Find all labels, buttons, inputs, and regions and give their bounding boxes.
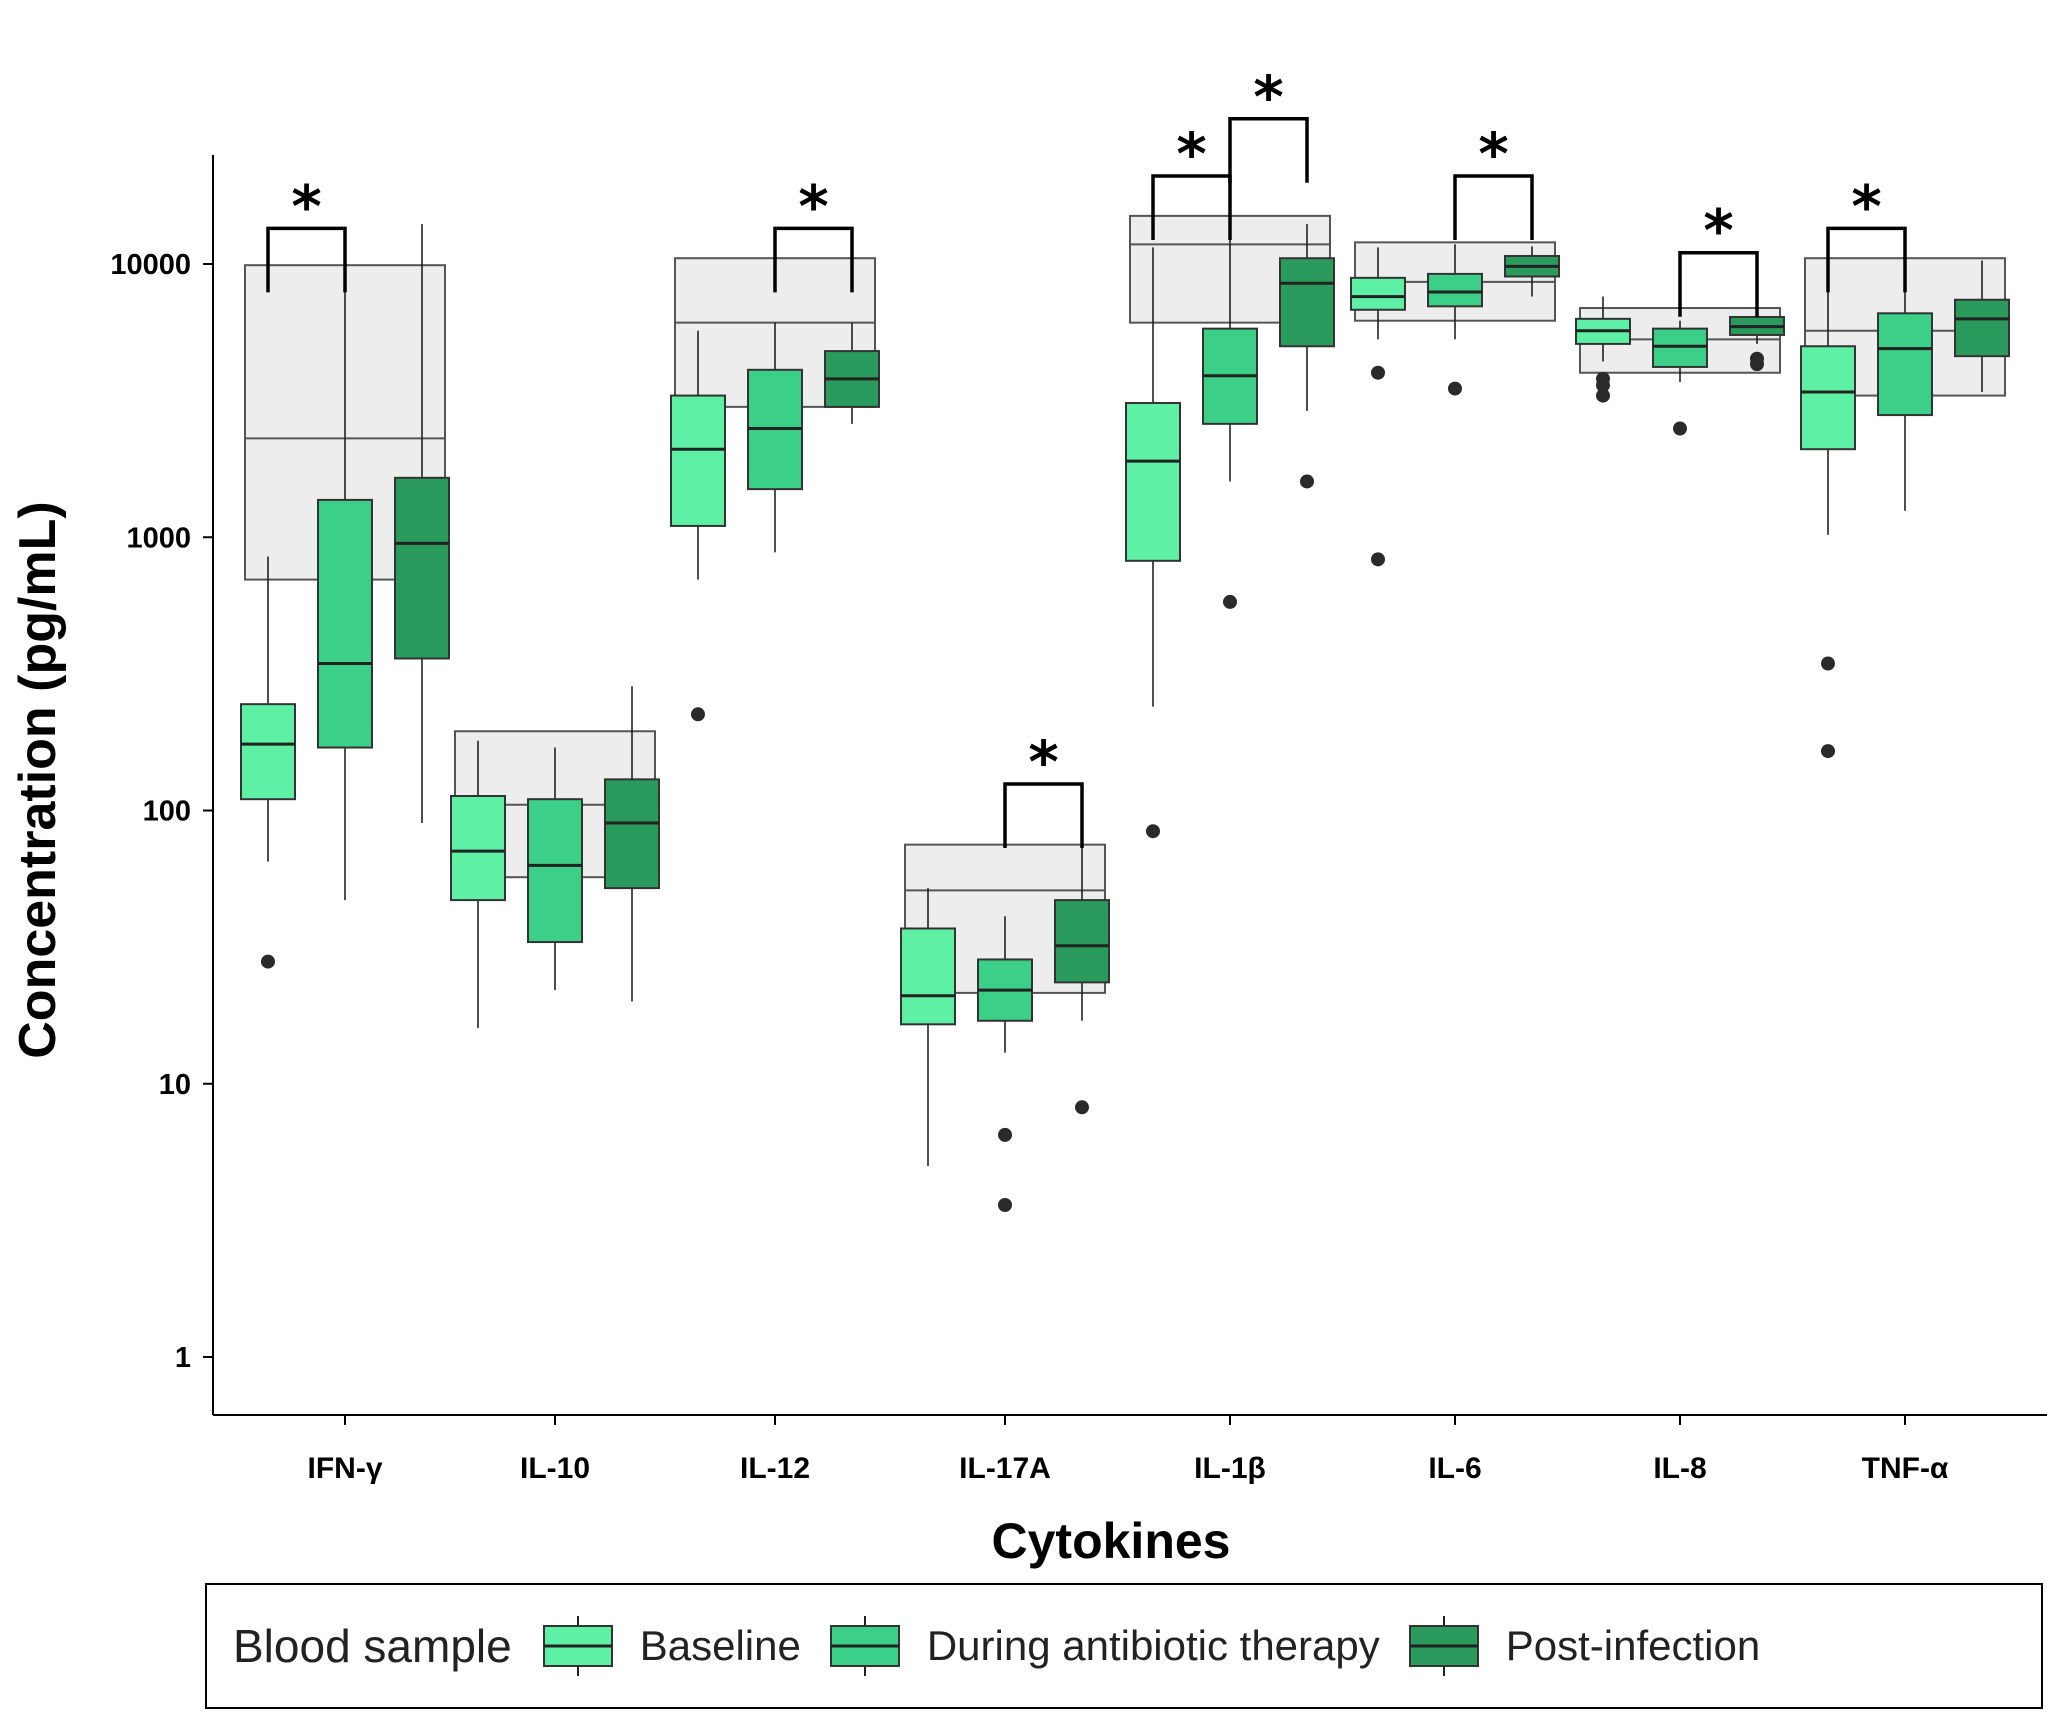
x-axis-title: Cytokines — [992, 1513, 1231, 1569]
legend-key-during-antibiotic-therapy — [829, 1616, 900, 1676]
y-tick-label: 100 — [143, 796, 191, 828]
x-tick-label: IL-8 — [1653, 1452, 1706, 1485]
legend-label-post-infection: Post-infection — [1505, 1622, 1761, 1669]
significance-bracket — [1151, 174, 1232, 240]
outlier-layer — [261, 351, 1835, 1212]
outlier-point — [1750, 357, 1764, 372]
significance-layer: * * * * * * * * — [266, 63, 1907, 849]
significance-marker: * — [1176, 120, 1206, 188]
outlier-point — [261, 954, 275, 969]
legend-key-post-infection — [1408, 1616, 1479, 1676]
box — [1652, 327, 1708, 368]
outlier-point — [1821, 656, 1835, 671]
significance-marker: * — [798, 172, 828, 240]
outlier-point — [1596, 388, 1610, 403]
significance-marker: * — [1703, 197, 1733, 265]
box — [1350, 276, 1406, 311]
boxplot-chart: * * * * * * * * 1 10 100 1000 10000 IFN-γ IL-10 IL-12 I… — [9, 63, 2047, 1569]
outlier-point — [1075, 1100, 1089, 1115]
box — [240, 703, 296, 801]
box — [1427, 272, 1483, 308]
legend-item-during-antibiotic-therapy: During antibiotic therapy — [829, 1616, 1380, 1676]
box — [1800, 345, 1856, 451]
box — [604, 778, 660, 890]
legend-key-baseline — [542, 1616, 613, 1676]
box — [450, 794, 506, 902]
box — [670, 394, 726, 527]
y-tick-label: 1000 — [126, 522, 191, 554]
legend-item-baseline: Baseline — [542, 1616, 801, 1676]
outlier-point — [1146, 824, 1160, 839]
x-tick-label: TNF-α — [1862, 1452, 1949, 1485]
x-tick-label: IL-1β — [1194, 1452, 1266, 1485]
y-tick-label: 10 — [159, 1069, 191, 1101]
legend-title: Blood sample — [233, 1620, 512, 1672]
x-tick-label: IL-17A — [959, 1452, 1051, 1485]
legend: Blood sample Baseline During antibiotic … — [205, 1583, 2043, 1709]
significance-marker: * — [291, 172, 321, 240]
box — [900, 927, 956, 1026]
significance-bracket — [1453, 174, 1534, 240]
outlier-point — [1596, 378, 1610, 393]
significance-bracket — [1003, 782, 1084, 849]
box — [1125, 401, 1181, 562]
x-tick-label: IFN-γ — [308, 1452, 383, 1485]
outlier-point — [998, 1197, 1012, 1212]
significance-bracket — [1826, 226, 1907, 293]
significance-bracket — [773, 226, 854, 293]
outlier-point — [998, 1127, 1012, 1142]
significance-bracket — [266, 226, 347, 293]
y-axis-title: Concentration (pg/mL) — [9, 501, 67, 1059]
significance-bracket — [1228, 117, 1309, 183]
outlier-point — [1371, 365, 1385, 380]
significance-marker: * — [1253, 63, 1283, 131]
outlier-point — [1448, 381, 1462, 396]
outlier-point — [691, 707, 705, 722]
outlier-point — [1673, 421, 1687, 436]
box — [394, 476, 450, 660]
box — [527, 798, 583, 944]
outlier-point — [1300, 474, 1314, 489]
box-layer — [240, 254, 2010, 1026]
box — [1054, 899, 1110, 984]
legend-label-during-antibiotic-therapy: During antibiotic therapy — [926, 1622, 1380, 1669]
box — [317, 498, 373, 749]
outlier-point — [1223, 594, 1237, 609]
y-tick-label: 1 — [175, 1342, 191, 1374]
significance-bracket — [1678, 250, 1759, 317]
legend-item-post-infection: Post-infection — [1408, 1616, 1760, 1676]
significance-marker: * — [1478, 120, 1508, 188]
box — [1877, 312, 1933, 417]
box — [1279, 257, 1335, 348]
x-tick-label: IL-10 — [520, 1452, 590, 1485]
axis-layer: 1 10 100 1000 10000 IFN-γ IL-10 IL-12 IL-17A IL-1… — [110, 155, 2047, 1485]
significance-marker: * — [1851, 172, 1881, 240]
outlier-point — [1371, 552, 1385, 567]
box — [1954, 298, 2010, 358]
significance-marker: * — [1028, 728, 1058, 796]
outlier-point — [1821, 744, 1835, 759]
x-tick-label: IL-12 — [740, 1452, 810, 1485]
x-tick-label: IL-6 — [1428, 1452, 1481, 1485]
legend-label-baseline: Baseline — [639, 1622, 801, 1669]
y-tick-label: 10000 — [110, 249, 191, 281]
